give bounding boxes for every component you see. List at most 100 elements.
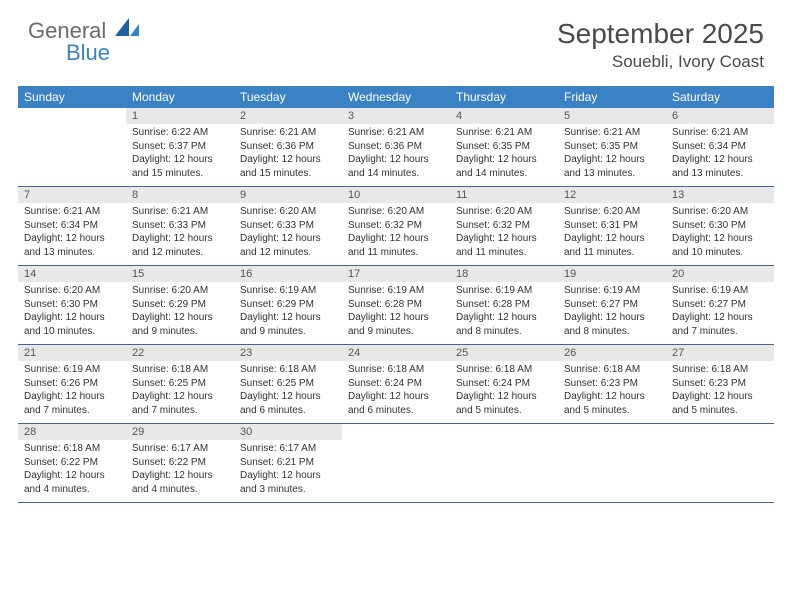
calendar-day-cell: 10Sunrise: 6:20 AMSunset: 6:32 PMDayligh…: [342, 187, 450, 266]
day-number: 27: [666, 345, 774, 361]
day-number: 23: [234, 345, 342, 361]
calendar-week-row: 1Sunrise: 6:22 AMSunset: 6:37 PMDaylight…: [18, 108, 774, 187]
calendar-day-cell: 25Sunrise: 6:18 AMSunset: 6:24 PMDayligh…: [450, 345, 558, 424]
day-info: Sunrise: 6:18 AMSunset: 6:24 PMDaylight:…: [450, 361, 558, 423]
calendar-day-cell: 26Sunrise: 6:18 AMSunset: 6:23 PMDayligh…: [558, 345, 666, 424]
calendar-day-cell: 8Sunrise: 6:21 AMSunset: 6:33 PMDaylight…: [126, 187, 234, 266]
day-info: Sunrise: 6:21 AMSunset: 6:36 PMDaylight:…: [342, 124, 450, 186]
calendar-day-cell: 13Sunrise: 6:20 AMSunset: 6:30 PMDayligh…: [666, 187, 774, 266]
calendar-day-cell: 18Sunrise: 6:19 AMSunset: 6:28 PMDayligh…: [450, 266, 558, 345]
day-number: 9: [234, 187, 342, 203]
day-info: Sunrise: 6:20 AMSunset: 6:33 PMDaylight:…: [234, 203, 342, 265]
header: General Blue September 2025 Souebli, Ivo…: [0, 0, 792, 80]
day-number: 28: [18, 424, 126, 440]
day-number: 16: [234, 266, 342, 282]
day-info: Sunrise: 6:21 AMSunset: 6:36 PMDaylight:…: [234, 124, 342, 186]
day-info: Sunrise: 6:20 AMSunset: 6:29 PMDaylight:…: [126, 282, 234, 344]
day-number: 8: [126, 187, 234, 203]
calendar-day-cell: 23Sunrise: 6:18 AMSunset: 6:25 PMDayligh…: [234, 345, 342, 424]
calendar-day-cell: 7Sunrise: 6:21 AMSunset: 6:34 PMDaylight…: [18, 187, 126, 266]
day-number: 18: [450, 266, 558, 282]
day-number: 3: [342, 108, 450, 124]
day-info: Sunrise: 6:20 AMSunset: 6:32 PMDaylight:…: [342, 203, 450, 265]
day-info: Sunrise: 6:21 AMSunset: 6:34 PMDaylight:…: [18, 203, 126, 265]
calendar-day-cell: 21Sunrise: 6:19 AMSunset: 6:26 PMDayligh…: [18, 345, 126, 424]
calendar-day-cell: 14Sunrise: 6:20 AMSunset: 6:30 PMDayligh…: [18, 266, 126, 345]
day-info: Sunrise: 6:18 AMSunset: 6:25 PMDaylight:…: [126, 361, 234, 423]
calendar-day-cell: 17Sunrise: 6:19 AMSunset: 6:28 PMDayligh…: [342, 266, 450, 345]
title-block: September 2025 Souebli, Ivory Coast: [557, 18, 764, 72]
calendar-day-cell: 2Sunrise: 6:21 AMSunset: 6:36 PMDaylight…: [234, 108, 342, 187]
calendar-day-cell: 27Sunrise: 6:18 AMSunset: 6:23 PMDayligh…: [666, 345, 774, 424]
day-info: Sunrise: 6:22 AMSunset: 6:37 PMDaylight:…: [126, 124, 234, 186]
day-header: Thursday: [450, 86, 558, 108]
calendar-week-row: 21Sunrise: 6:19 AMSunset: 6:26 PMDayligh…: [18, 345, 774, 424]
day-info: Sunrise: 6:19 AMSunset: 6:29 PMDaylight:…: [234, 282, 342, 344]
calendar-day-cell: 5Sunrise: 6:21 AMSunset: 6:35 PMDaylight…: [558, 108, 666, 187]
day-info: Sunrise: 6:20 AMSunset: 6:32 PMDaylight:…: [450, 203, 558, 265]
day-number: 26: [558, 345, 666, 361]
day-info: Sunrise: 6:17 AMSunset: 6:21 PMDaylight:…: [234, 440, 342, 502]
day-header: Monday: [126, 86, 234, 108]
day-header: Sunday: [18, 86, 126, 108]
calendar-table: SundayMondayTuesdayWednesdayThursdayFrid…: [18, 86, 774, 503]
day-info: Sunrise: 6:19 AMSunset: 6:28 PMDaylight:…: [450, 282, 558, 344]
calendar-body: 1Sunrise: 6:22 AMSunset: 6:37 PMDaylight…: [18, 108, 774, 503]
calendar-day-cell: [558, 424, 666, 503]
day-number: 24: [342, 345, 450, 361]
calendar-day-cell: [18, 108, 126, 187]
calendar-day-cell: 22Sunrise: 6:18 AMSunset: 6:25 PMDayligh…: [126, 345, 234, 424]
day-header: Friday: [558, 86, 666, 108]
calendar-day-cell: 30Sunrise: 6:17 AMSunset: 6:21 PMDayligh…: [234, 424, 342, 503]
day-number: 30: [234, 424, 342, 440]
day-number: 21: [18, 345, 126, 361]
calendar-week-row: 7Sunrise: 6:21 AMSunset: 6:34 PMDaylight…: [18, 187, 774, 266]
day-number: 14: [18, 266, 126, 282]
logo: General Blue: [28, 18, 139, 66]
calendar-day-cell: 12Sunrise: 6:20 AMSunset: 6:31 PMDayligh…: [558, 187, 666, 266]
day-header: Wednesday: [342, 86, 450, 108]
day-header: Saturday: [666, 86, 774, 108]
day-number: 25: [450, 345, 558, 361]
day-number: 15: [126, 266, 234, 282]
calendar-day-cell: 1Sunrise: 6:22 AMSunset: 6:37 PMDaylight…: [126, 108, 234, 187]
calendar-day-cell: 9Sunrise: 6:20 AMSunset: 6:33 PMDaylight…: [234, 187, 342, 266]
calendar-day-cell: 15Sunrise: 6:20 AMSunset: 6:29 PMDayligh…: [126, 266, 234, 345]
calendar-day-cell: 29Sunrise: 6:17 AMSunset: 6:22 PMDayligh…: [126, 424, 234, 503]
day-info: Sunrise: 6:21 AMSunset: 6:35 PMDaylight:…: [450, 124, 558, 186]
day-number: 13: [666, 187, 774, 203]
day-info: Sunrise: 6:19 AMSunset: 6:26 PMDaylight:…: [18, 361, 126, 423]
calendar-day-cell: [450, 424, 558, 503]
calendar-day-cell: 11Sunrise: 6:20 AMSunset: 6:32 PMDayligh…: [450, 187, 558, 266]
day-number: 1: [126, 108, 234, 124]
day-info: Sunrise: 6:21 AMSunset: 6:35 PMDaylight:…: [558, 124, 666, 186]
day-info: Sunrise: 6:19 AMSunset: 6:28 PMDaylight:…: [342, 282, 450, 344]
calendar-week-row: 14Sunrise: 6:20 AMSunset: 6:30 PMDayligh…: [18, 266, 774, 345]
calendar-day-cell: 28Sunrise: 6:18 AMSunset: 6:22 PMDayligh…: [18, 424, 126, 503]
day-number: 6: [666, 108, 774, 124]
calendar-day-cell: 4Sunrise: 6:21 AMSunset: 6:35 PMDaylight…: [450, 108, 558, 187]
logo-sail-icon: [115, 25, 139, 42]
day-number: 2: [234, 108, 342, 124]
day-info: Sunrise: 6:18 AMSunset: 6:25 PMDaylight:…: [234, 361, 342, 423]
calendar-day-cell: 19Sunrise: 6:19 AMSunset: 6:27 PMDayligh…: [558, 266, 666, 345]
month-title: September 2025: [557, 18, 764, 50]
calendar-day-cell: 6Sunrise: 6:21 AMSunset: 6:34 PMDaylight…: [666, 108, 774, 187]
day-number: 10: [342, 187, 450, 203]
day-header: Tuesday: [234, 86, 342, 108]
calendar-day-cell: 20Sunrise: 6:19 AMSunset: 6:27 PMDayligh…: [666, 266, 774, 345]
logo-text-blue: Blue: [66, 40, 139, 66]
calendar-header-row: SundayMondayTuesdayWednesdayThursdayFrid…: [18, 86, 774, 108]
day-info: Sunrise: 6:20 AMSunset: 6:30 PMDaylight:…: [18, 282, 126, 344]
day-number: 29: [126, 424, 234, 440]
day-info: Sunrise: 6:19 AMSunset: 6:27 PMDaylight:…: [558, 282, 666, 344]
day-number: 5: [558, 108, 666, 124]
day-info: Sunrise: 6:17 AMSunset: 6:22 PMDaylight:…: [126, 440, 234, 502]
calendar-day-cell: [666, 424, 774, 503]
day-info: Sunrise: 6:20 AMSunset: 6:31 PMDaylight:…: [558, 203, 666, 265]
logo-text-block: General Blue: [28, 18, 139, 66]
day-number: 7: [18, 187, 126, 203]
day-number: 17: [342, 266, 450, 282]
day-number: 4: [450, 108, 558, 124]
day-info: Sunrise: 6:18 AMSunset: 6:24 PMDaylight:…: [342, 361, 450, 423]
